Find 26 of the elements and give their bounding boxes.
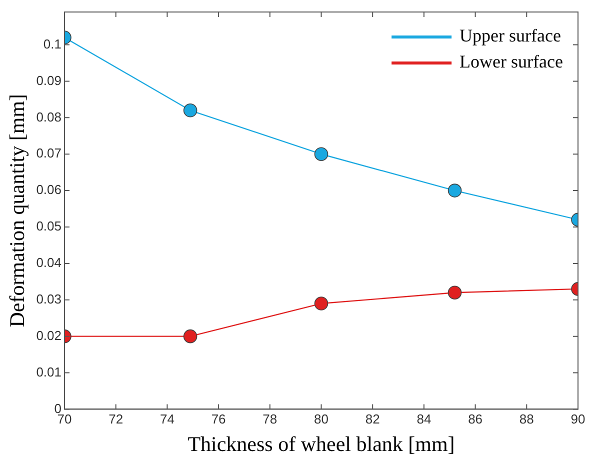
legend-label: Lower surface	[460, 52, 564, 72]
legend-label: Upper surface	[460, 26, 562, 46]
y-tick-label: 0.05	[36, 218, 62, 234]
x-tick-label: 80	[314, 412, 328, 427]
y-tick-label: 0.07	[36, 146, 62, 161]
point	[314, 296, 328, 310]
x-tick-label: 72	[108, 412, 124, 427]
y-tick-label: 0.09	[36, 72, 62, 88]
y-tick-label: 0.02	[36, 328, 62, 343]
x-tick-label: 86	[468, 412, 483, 427]
x-tick-label: 90	[570, 412, 586, 427]
y-axis-title: Deformation quantity [mm]	[5, 94, 30, 328]
y-tick-label: 0.1	[43, 36, 62, 52]
point	[314, 147, 328, 162]
y-tick-label: 0.03	[36, 291, 62, 306]
y-tick-label: 0.06	[36, 182, 62, 198]
x-tick-label: 82	[365, 412, 380, 427]
x-axis-title: Thickness of wheel blank [mm]	[188, 432, 455, 456]
y-tick-label: 0.01	[36, 364, 62, 380]
x-tick-label: 74	[160, 412, 174, 427]
y-tick-label: 0.04	[36, 255, 62, 270]
x-tick-label: 78	[262, 412, 278, 427]
x-tick-label: 88	[519, 412, 534, 427]
y-tick-label: 0.08	[36, 109, 62, 124]
x-tick-label: 76	[211, 412, 226, 427]
x-tick-label: 84	[416, 412, 432, 427]
